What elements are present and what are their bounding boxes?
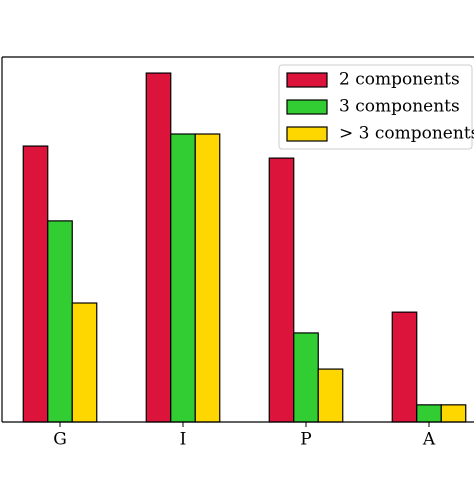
bar — [293, 332, 319, 423]
bar — [391, 311, 418, 423]
legend-swatch — [286, 99, 328, 115]
x-tick-label: G — [53, 430, 67, 450]
bar — [145, 72, 172, 423]
bar — [170, 133, 196, 423]
bar — [71, 302, 98, 423]
bar — [22, 145, 49, 423]
plot-area — [22, 72, 467, 423]
legend: 2 components 3 components > 3 components — [278, 64, 474, 150]
x-tick-label: A — [422, 430, 436, 450]
legend-label: 3 components — [339, 97, 460, 117]
bar — [268, 157, 295, 423]
x-tick-label: P — [300, 430, 311, 450]
x-tick-label: I — [180, 430, 187, 450]
bar — [416, 404, 442, 423]
bar — [440, 404, 467, 423]
legend-label: 2 components — [339, 70, 460, 90]
bar — [194, 133, 221, 423]
legend-label: > 3 components — [339, 124, 474, 144]
legend-swatch — [286, 72, 328, 88]
bar — [47, 220, 73, 423]
legend-swatch — [286, 126, 328, 142]
bar — [317, 368, 344, 423]
